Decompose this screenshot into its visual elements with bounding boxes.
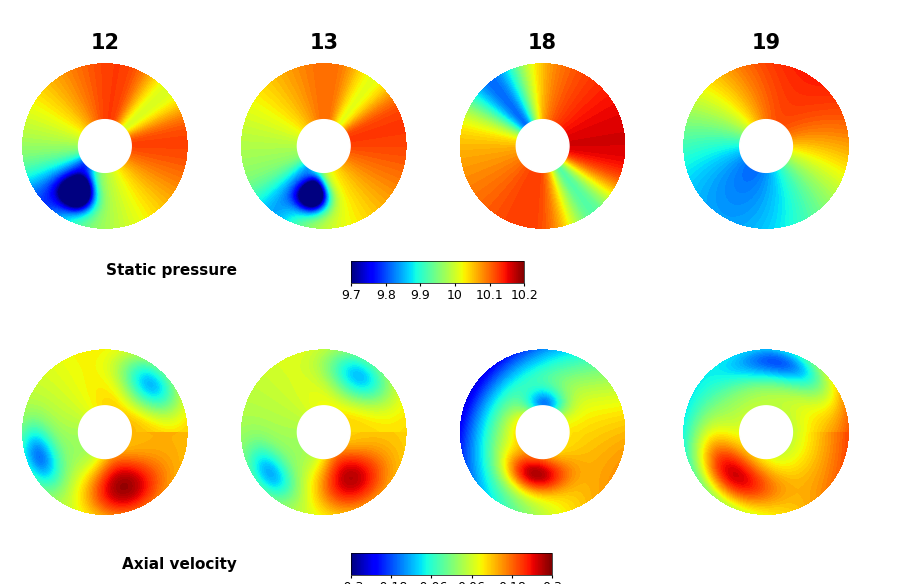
- Polygon shape: [516, 120, 568, 172]
- Text: 18: 18: [527, 33, 557, 53]
- Text: Axial velocity: Axial velocity: [122, 557, 237, 572]
- Polygon shape: [739, 406, 792, 458]
- Text: 19: 19: [751, 33, 780, 53]
- Polygon shape: [516, 406, 568, 458]
- Text: 12: 12: [90, 33, 119, 53]
- Polygon shape: [297, 120, 350, 172]
- Polygon shape: [78, 406, 131, 458]
- Polygon shape: [297, 406, 350, 458]
- Polygon shape: [739, 120, 792, 172]
- Text: Static pressure: Static pressure: [106, 263, 237, 279]
- Polygon shape: [78, 120, 131, 172]
- Text: 13: 13: [309, 33, 338, 53]
